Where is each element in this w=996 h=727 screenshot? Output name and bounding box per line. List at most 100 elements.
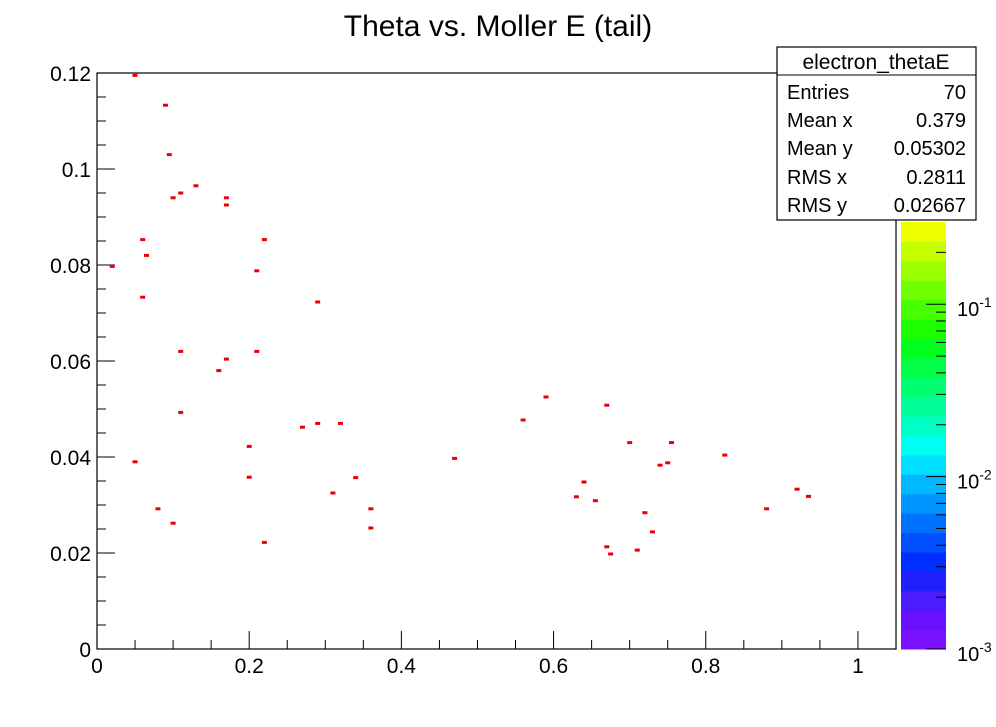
y-axis-tick-label: 0.06 — [50, 351, 91, 374]
data-point — [657, 463, 663, 467]
color-scale-band — [901, 435, 946, 456]
stats-entries-label: Entries — [787, 82, 849, 104]
data-point — [155, 507, 161, 511]
data-point — [452, 456, 458, 460]
data-point — [223, 203, 229, 207]
data-point — [634, 548, 640, 552]
data-point — [581, 480, 587, 484]
stats-box: electron_thetaE Entries 70 Mean x 0.379 … — [776, 46, 977, 221]
data-point — [330, 491, 336, 495]
data-point — [144, 253, 149, 257]
data-point — [193, 184, 199, 188]
data-point — [178, 191, 184, 195]
color-scale-band — [901, 571, 946, 592]
data-point — [573, 495, 579, 499]
data-point — [669, 441, 674, 445]
data-point — [223, 357, 229, 361]
data-point — [604, 403, 610, 407]
color-scale-band — [901, 551, 946, 572]
data-point — [254, 349, 260, 353]
color-scale-band — [901, 416, 946, 436]
data-point — [543, 395, 549, 399]
data-point — [315, 300, 321, 304]
data-point — [166, 153, 172, 157]
data-point — [170, 521, 176, 525]
color-scale-band — [901, 357, 946, 378]
data-point — [261, 540, 267, 544]
data-point — [642, 511, 648, 515]
stats-box-border — [776, 46, 977, 221]
color-scale-band — [901, 222, 946, 242]
color-scale-band — [901, 260, 946, 281]
data-point — [794, 487, 800, 491]
stats-mean-x-label: Mean x — [787, 110, 853, 132]
x-axis-tick-label: 0 — [91, 655, 103, 678]
color-scale-band — [901, 454, 946, 475]
data-point — [592, 499, 598, 503]
color-scale-band — [901, 629, 946, 650]
y-axis-tick-label: 0 — [79, 639, 91, 662]
data-point — [650, 530, 655, 534]
data-point — [368, 526, 374, 530]
color-scale-band — [901, 396, 946, 417]
data-point — [604, 545, 610, 549]
data-point — [338, 421, 343, 425]
data-point — [261, 238, 267, 242]
data-point — [353, 476, 359, 480]
color-scale-band — [901, 493, 946, 514]
color-scale-band — [901, 338, 946, 359]
data-point — [520, 418, 526, 422]
color-scale-band — [901, 474, 946, 495]
color-scale-label: 10-3 — [957, 639, 992, 666]
data-point — [722, 453, 728, 457]
color-scale-band — [901, 241, 946, 262]
color-scale-band — [901, 280, 946, 301]
stats-rms-x-label: RMS x — [787, 167, 847, 189]
data-point — [665, 461, 671, 465]
x-axis-tick-label: 0.8 — [691, 655, 720, 678]
data-point — [132, 460, 138, 464]
data-point — [315, 421, 321, 425]
data-point — [178, 349, 184, 353]
data-point — [254, 269, 260, 273]
data-point — [132, 73, 138, 77]
data-point — [140, 238, 146, 242]
stats-box-title: electron_thetaE — [802, 51, 949, 74]
y-axis-tick-label: 0.12 — [50, 63, 91, 86]
color-scale-band — [901, 319, 946, 339]
data-point — [368, 507, 374, 511]
x-axis-tick-label: 0.6 — [539, 655, 568, 678]
x-axis-tick-label: 1 — [852, 655, 864, 678]
data-points — [109, 73, 811, 556]
stats-mean-x-value: 0.379 — [916, 110, 966, 132]
stats-mean-y-label: Mean y — [787, 138, 853, 160]
x-axis-tick-label: 0.4 — [387, 655, 417, 678]
stats-rms-y-value: 0.02667 — [894, 195, 966, 217]
stats-rms-y-label: RMS y — [787, 195, 847, 217]
x-axis-tick-label: 0.2 — [235, 655, 264, 678]
color-scale-band — [901, 610, 946, 631]
color-scale-label: 10-1 — [957, 294, 992, 321]
data-point — [246, 475, 252, 479]
stats-mean-y-value: 0.05302 — [894, 138, 966, 160]
data-point — [163, 103, 168, 107]
color-scale-band — [901, 299, 946, 320]
color-scale-band — [901, 513, 946, 534]
y-axis: 0 0.02 0.04 0.06 0.08 0.1 0.12 — [50, 63, 115, 662]
color-scale-band — [901, 377, 946, 398]
data-point — [109, 264, 115, 268]
y-axis-tick-label: 0.1 — [62, 159, 91, 182]
data-point — [170, 196, 176, 200]
data-point — [608, 552, 614, 556]
data-point — [627, 441, 633, 445]
data-point — [178, 410, 184, 414]
y-axis-tick-label: 0.08 — [50, 255, 91, 278]
data-point — [216, 369, 222, 373]
stats-rms-x-value: 0.2811 — [906, 167, 966, 189]
data-point — [223, 196, 229, 200]
y-axis-tick-label: 0.02 — [50, 543, 91, 566]
chart-title: Theta vs. Moller E (tail) — [344, 10, 652, 43]
y-axis-tick-label: 0.04 — [50, 447, 91, 470]
data-point — [246, 444, 252, 448]
